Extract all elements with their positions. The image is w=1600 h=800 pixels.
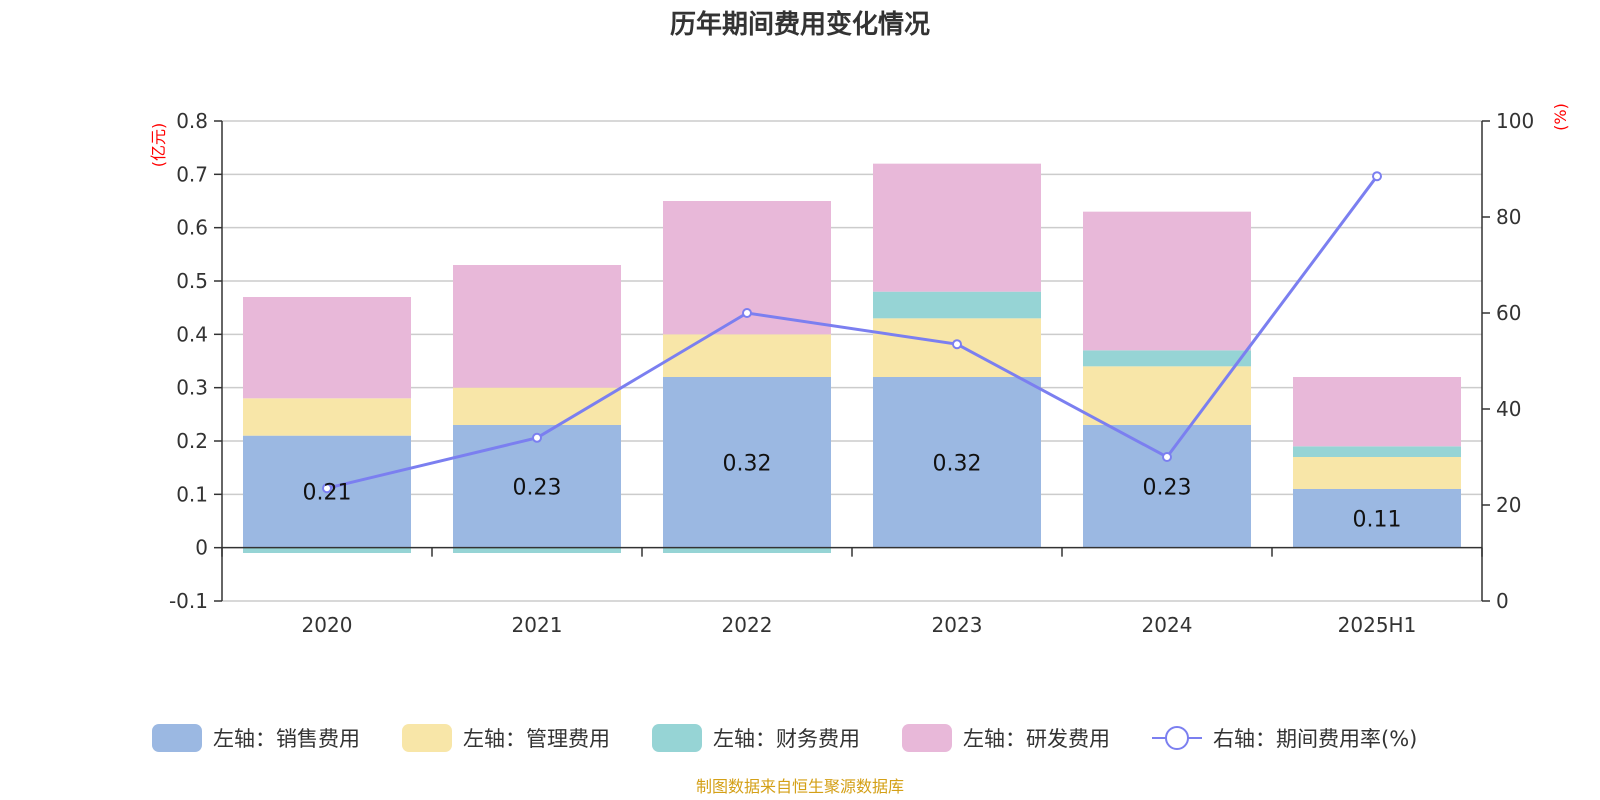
bar-segment-2 [1083, 350, 1251, 367]
label-layer: 0.21 0.23 0.32 0.32 0.23 0.11 [303, 451, 1402, 532]
expense-rate-point [322, 483, 332, 494]
left-tick-label: 0.2 [176, 429, 208, 453]
bar-segment-3 [1083, 211, 1251, 351]
bar-segment-0 [453, 425, 621, 548]
source-note: 制图数据来自恒生聚源数据库 [696, 777, 904, 796]
chart-title: 历年期间费用变化情况 [670, 9, 930, 40]
legend-label: 左轴：销售费用 [213, 727, 360, 751]
expense-rate-point [532, 432, 542, 443]
bar-segment-1 [1293, 457, 1461, 489]
legend-item-2: 左轴：财务费用 [652, 724, 860, 752]
left-tick-label: 0 [195, 536, 208, 560]
left-tick-label: 0.4 [176, 322, 208, 346]
legend-line-marker [1165, 726, 1189, 750]
bar-data-label: 0.23 [513, 475, 562, 500]
left-axis-unit: (亿元) [149, 123, 168, 168]
bar-data-label: 0.32 [723, 451, 772, 476]
expense-rate-point [1372, 171, 1382, 182]
legend-label: 左轴：管理费用 [463, 727, 610, 751]
x-tick-label: 2020 [302, 613, 353, 637]
right-tick-label: 20 [1496, 493, 1521, 517]
x-tick-label: 2023 [932, 613, 983, 637]
right-tick-label: 60 [1496, 301, 1521, 325]
bar-segment-3 [243, 297, 411, 399]
x-tick-label: 2021 [512, 613, 563, 637]
bar-segment-2 [663, 547, 831, 553]
x-tick-label: 2025H1 [1338, 613, 1417, 637]
bar-segment-3 [1293, 377, 1461, 447]
bar-layer [243, 163, 1461, 553]
expense-rate-line [326, 175, 1379, 490]
x-tick-label: 2024 [1142, 613, 1193, 637]
left-tick-label: 0.7 [176, 162, 208, 186]
right-tick-label: 40 [1496, 397, 1521, 421]
bar-segment-0 [1083, 425, 1251, 548]
grid-layer [222, 120, 1482, 602]
legend-item-3: 左轴：研发费用 [902, 724, 1110, 752]
legend-item-0: 左轴：销售费用 [152, 724, 360, 752]
bar-segment-1 [1083, 366, 1251, 425]
left-tick-label: 0.6 [176, 216, 208, 240]
bar-segment-2 [873, 291, 1041, 319]
legend-item-4: 右轴：期间费用率(%) [1152, 726, 1417, 751]
left-tick-label: 0.3 [176, 376, 208, 400]
bar-segment-1 [243, 398, 411, 436]
left-tick-label: 0.8 [176, 109, 208, 133]
bar-segment-3 [453, 265, 621, 388]
bar-segment-2 [243, 547, 411, 553]
legend-swatch [402, 724, 452, 752]
legend-swatch [902, 724, 952, 752]
legend-swatch [652, 724, 702, 752]
legend-label: 左轴：财务费用 [713, 727, 860, 751]
expense-rate-point [1162, 452, 1172, 462]
legend-swatch [152, 724, 202, 752]
expense-rate-point [952, 339, 962, 350]
bar-data-label: 0.32 [933, 451, 982, 476]
right-tick-label: 80 [1496, 205, 1521, 229]
legend-label: 左轴：研发费用 [963, 727, 1110, 751]
bar-segment-1 [663, 334, 831, 377]
bar-data-label: 0.11 [1353, 507, 1402, 532]
bar-segment-1 [453, 387, 621, 425]
expense-rate-point [742, 308, 752, 318]
legend-label: 右轴：期间费用率(%) [1213, 727, 1417, 751]
bar-segment-0 [1293, 489, 1461, 548]
bar-data-label: 0.21 [303, 481, 352, 506]
right-tick-label: 100 [1496, 109, 1534, 133]
bar-segment-0 [663, 377, 831, 548]
bar-data-label: 0.23 [1143, 475, 1192, 500]
left-tick-label: -0.1 [169, 589, 208, 613]
bar-segment-2 [453, 547, 621, 553]
line-layer [322, 171, 1382, 494]
bar-segment-0 [873, 377, 1041, 548]
legend-item-1: 左轴：管理费用 [402, 724, 610, 752]
right-tick-label: 0 [1496, 589, 1509, 613]
x-tick-label: 2022 [722, 613, 773, 637]
bar-segment-2 [1293, 446, 1461, 457]
right-axis-unit: (%) [1551, 103, 1570, 131]
bar-segment-3 [873, 163, 1041, 292]
left-tick-label: 0.1 [176, 482, 208, 506]
axis-layer: -0.1 0 0.1 0.2 0.3 0.4 0.5 0.6 0.7 0.8 0 20 40 60 80 10… [169, 109, 1534, 637]
left-tick-label: 0.5 [176, 269, 208, 293]
legend: 左轴：销售费用 左轴：管理费用 左轴：财务费用 左轴：研发费用 右轴：期间费用率(%) [152, 724, 1417, 752]
